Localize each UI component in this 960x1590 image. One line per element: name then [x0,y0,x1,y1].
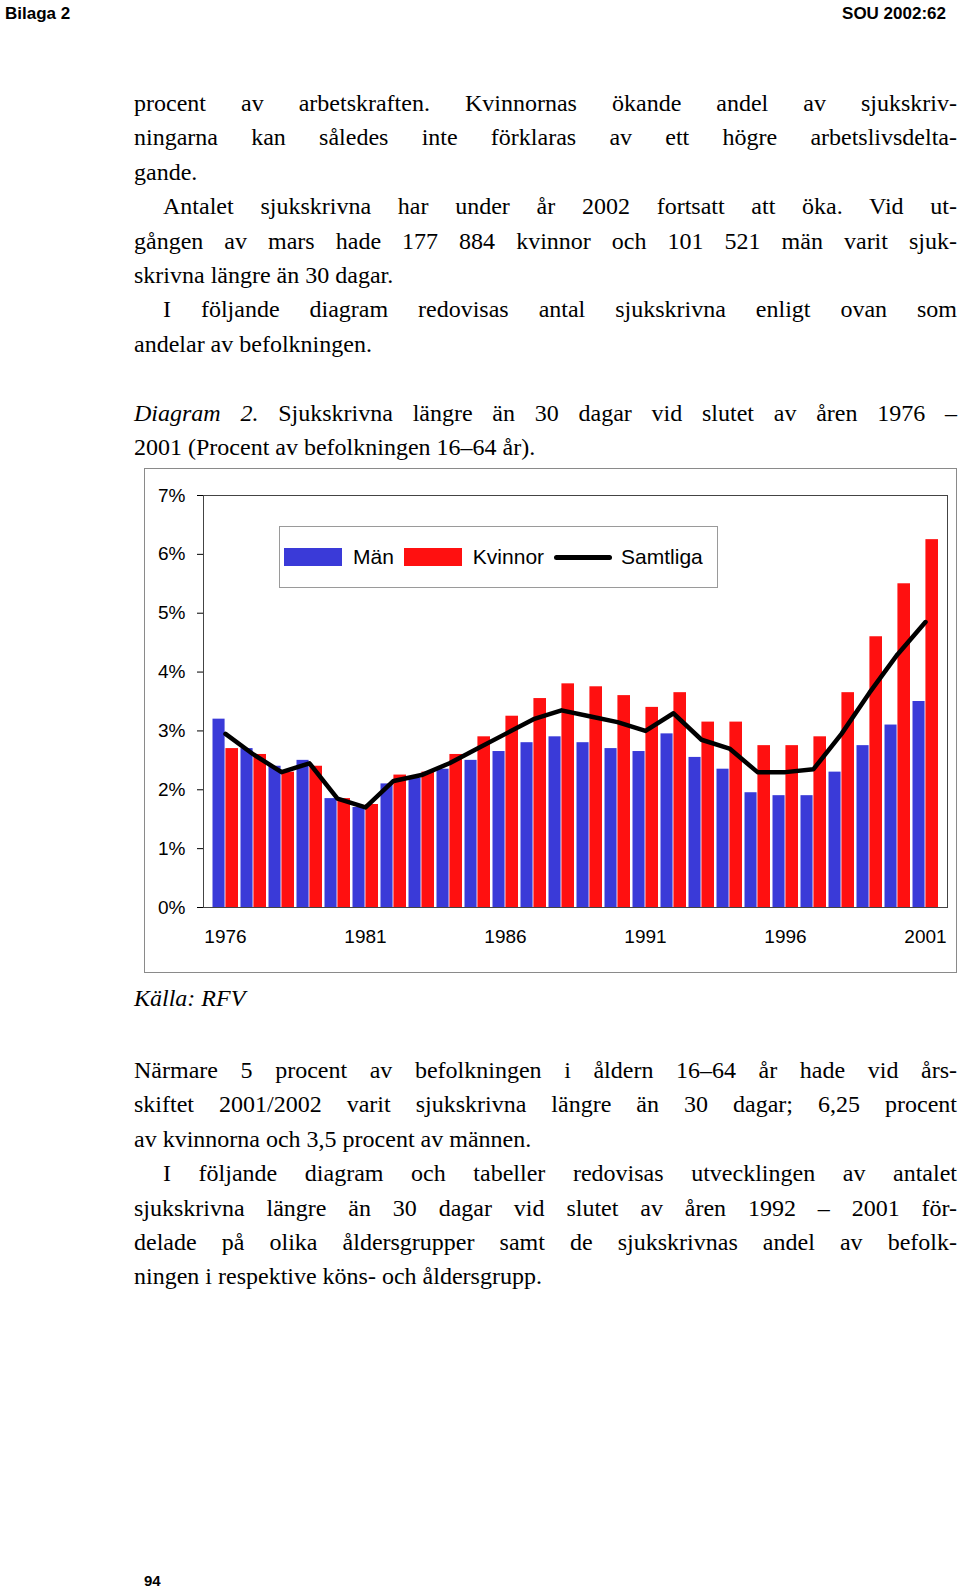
svg-text:2001: 2001 [904,926,946,947]
svg-text:0%: 0% [158,897,186,918]
html-text:SOU 2002:62: SOU 2002:62 [842,4,946,23]
svg-text:6%: 6% [158,543,186,564]
html-text:I följande diagram och tabelle: I följande diagram och tabeller redovisa… [163,1160,957,1187]
svg-text:1976: 1976 [204,926,246,947]
svg-text:3%: 3% [158,720,186,741]
svg-text:1981: 1981 [344,926,386,947]
svg-text:5%: 5% [158,602,186,623]
html-text:procent av arbetskraften. Kvin: procent av arbetskraften. Kvinnornas öka… [134,90,957,116]
html-text:94: 94 [144,1572,161,1589]
html-text:Närmare 5 procent av befolknin: Närmare 5 procent av befolkningen i ålde… [134,1057,957,1083]
html-text:2001 (Procent av befolkningen: 2001 (Procent av befolkningen 16–64 år). [134,434,536,461]
html-text:skrivna längre än 30 dagar.: skrivna längre än 30 dagar. [134,262,394,288]
html-text:Män: Män [353,545,394,568]
html-text:gande.: gande. [134,158,198,185]
svg-text:2%: 2% [158,779,186,800]
html-text:Kvinnor: Kvinnor [472,545,545,568]
html-text:andelar av befolkningen.: andelar av befolkningen. [134,330,372,357]
svg-text:1991: 1991 [624,926,666,947]
html-text:Diagram 2. Sjukskrivna längre: Diagram 2. Sjukskrivna längre än 30 daga… [134,400,957,426]
html-text:av kvinnorna och 3,5 procent a: av kvinnorna och 3,5 procent av männen. [134,1125,532,1152]
html-text:delade på olika åldersgrupper: delade på olika åldersgrupper samt de sj… [134,1229,957,1255]
svg-text:7%: 7% [158,485,186,506]
html-text:Samtliga: Samtliga [621,545,703,568]
html-text:ningarna kan således inte förk: ningarna kan således inte förklaras av e… [134,124,957,151]
svg-text:1986: 1986 [484,926,526,947]
html-text:Källa: RFV: Källa: RFV [134,985,246,1011]
html-text:I följande diagram redovisas a: I följande diagram redovisas antal sjuks… [163,296,957,323]
html-text:Antalet sjukskrivna har under: Antalet sjukskrivna har under år 2002 fo… [163,193,957,220]
html-text:skiftet 2001/2002 varit sjuksk: skiftet 2001/2002 varit sjukskrivna läng… [134,1091,957,1118]
html-text:Bilaga 2: Bilaga 2 [5,4,71,23]
svg-text:4%: 4% [158,661,186,682]
html-text:ningen i respektive köns- och: ningen i respektive köns- och åldersgrup… [134,1263,542,1290]
svg-text:1996: 1996 [764,926,806,947]
html-text:sjukskrivna längre än 30 dagar: sjukskrivna längre än 30 dagar vid slute… [134,1194,957,1221]
html-text:gången av mars hade 177 884 kv: gången av mars hade 177 884 kvinnor och … [134,227,957,254]
svg-text:1%: 1% [158,838,186,859]
